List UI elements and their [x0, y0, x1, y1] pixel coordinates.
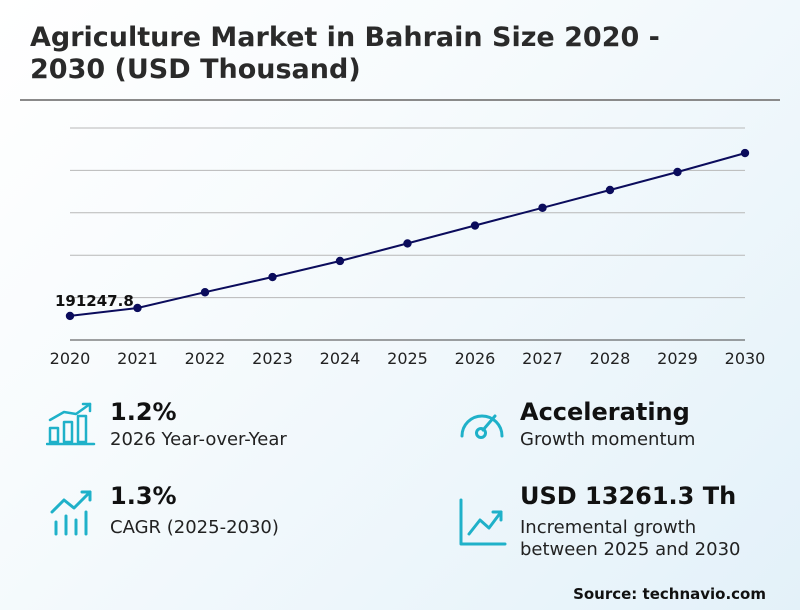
- x-tick-label: 2025: [387, 349, 428, 368]
- data-point: [133, 303, 142, 313]
- stat-momentum-value: Accelerating: [520, 398, 690, 426]
- stat-yoy-label: 2026 Year-over-Year: [110, 429, 287, 450]
- stat-yoy-value: 1.2%: [110, 398, 177, 426]
- data-label: 191247.8: [55, 292, 134, 310]
- stat-incremental-label-line2: between 2025 and 2030: [520, 539, 741, 560]
- source-credit: Source: technavio.com: [573, 585, 766, 603]
- gauge-icon: [460, 414, 504, 439]
- x-tick-label: 2024: [320, 349, 361, 368]
- chart-title: Agriculture Market in Bahrain Size 2020 …: [30, 22, 660, 85]
- stat-incremental-label-line1: Incremental growth: [520, 517, 697, 538]
- data-point: [200, 288, 210, 297]
- trend-bars-icon: [50, 490, 92, 536]
- series-line: [69, 152, 746, 317]
- x-tick-label: 2026: [455, 349, 496, 368]
- x-tick-label: 2021: [117, 349, 158, 368]
- data-point: [740, 148, 750, 158]
- title-divider: [20, 99, 780, 101]
- line-chart: 2020 2021 2022 2023 2024 2025 2026 2027 2028 2029…: [50, 127, 766, 368]
- data-point: [538, 203, 547, 212]
- x-tick-label: 2022: [185, 349, 226, 368]
- x-tick-label: 2030: [725, 349, 766, 368]
- data-point: [335, 256, 345, 266]
- bar-chart-growth-icon: [46, 402, 96, 446]
- stat-incremental-value: USD 13261.3 Th: [520, 482, 737, 510]
- data-point: [673, 167, 682, 177]
- data-point: [403, 239, 412, 248]
- data-point: [470, 221, 480, 230]
- line-chart-icon: [459, 498, 507, 546]
- x-tick-label: 2029: [657, 349, 698, 368]
- x-tick-label: 2028: [590, 349, 631, 368]
- stat-momentum-label: Growth momentum: [520, 429, 696, 450]
- x-tick-label: 2023: [252, 349, 293, 368]
- x-tick-label: 2020: [50, 349, 91, 368]
- data-point: [605, 185, 615, 195]
- x-tick-label: 2027: [522, 349, 563, 368]
- data-point: [268, 272, 277, 282]
- data-point: [65, 311, 75, 321]
- stat-cagr-label: CAGR (2025-2030): [110, 517, 279, 538]
- stat-cagr-value: 1.3%: [110, 482, 177, 510]
